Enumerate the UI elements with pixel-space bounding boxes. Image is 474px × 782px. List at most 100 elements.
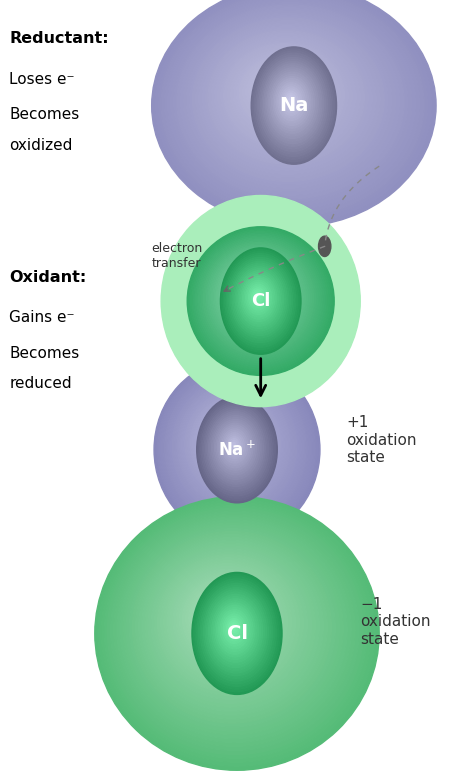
Ellipse shape — [243, 277, 275, 319]
Ellipse shape — [229, 260, 291, 340]
Ellipse shape — [231, 270, 279, 317]
Ellipse shape — [167, 0, 416, 210]
Ellipse shape — [208, 30, 365, 164]
Ellipse shape — [236, 274, 273, 311]
Ellipse shape — [237, 269, 282, 328]
Ellipse shape — [174, 381, 294, 511]
Ellipse shape — [158, 364, 315, 534]
Ellipse shape — [223, 431, 246, 461]
Ellipse shape — [183, 390, 283, 498]
Ellipse shape — [156, 361, 318, 537]
Ellipse shape — [178, 385, 290, 506]
Ellipse shape — [215, 603, 255, 657]
Ellipse shape — [242, 59, 320, 126]
Ellipse shape — [215, 253, 299, 339]
Ellipse shape — [161, 196, 360, 407]
Ellipse shape — [221, 260, 291, 331]
Ellipse shape — [247, 282, 270, 312]
Text: Becomes: Becomes — [9, 107, 80, 122]
Ellipse shape — [158, 0, 428, 220]
Ellipse shape — [265, 66, 320, 141]
Ellipse shape — [199, 238, 320, 361]
Ellipse shape — [221, 430, 234, 444]
Ellipse shape — [203, 404, 270, 493]
Ellipse shape — [250, 289, 254, 292]
Ellipse shape — [225, 253, 296, 347]
Ellipse shape — [216, 421, 255, 472]
Ellipse shape — [257, 56, 329, 154]
Ellipse shape — [180, 8, 400, 196]
Ellipse shape — [261, 74, 297, 105]
Ellipse shape — [224, 263, 287, 326]
Ellipse shape — [261, 59, 326, 149]
Ellipse shape — [195, 590, 252, 644]
Ellipse shape — [194, 402, 269, 482]
Ellipse shape — [217, 610, 224, 617]
Ellipse shape — [189, 16, 388, 185]
Ellipse shape — [208, 601, 236, 629]
Ellipse shape — [218, 256, 295, 335]
Ellipse shape — [232, 625, 236, 630]
Ellipse shape — [195, 235, 324, 364]
Ellipse shape — [230, 623, 237, 633]
Ellipse shape — [234, 273, 274, 314]
Ellipse shape — [241, 279, 266, 305]
Ellipse shape — [189, 396, 276, 490]
Ellipse shape — [198, 406, 264, 478]
Ellipse shape — [284, 91, 298, 110]
Ellipse shape — [264, 64, 322, 144]
Text: Becomes: Becomes — [9, 346, 80, 361]
Ellipse shape — [228, 266, 283, 322]
Ellipse shape — [220, 41, 348, 150]
Ellipse shape — [173, 2, 408, 203]
Ellipse shape — [206, 408, 267, 489]
Text: Cl: Cl — [227, 624, 247, 643]
Ellipse shape — [155, 0, 432, 224]
Ellipse shape — [283, 89, 300, 113]
Ellipse shape — [132, 532, 331, 723]
Ellipse shape — [189, 228, 332, 373]
Ellipse shape — [207, 246, 310, 350]
Ellipse shape — [264, 77, 293, 102]
Ellipse shape — [163, 369, 308, 526]
Ellipse shape — [242, 281, 264, 303]
Ellipse shape — [251, 47, 337, 164]
Ellipse shape — [216, 255, 297, 337]
Ellipse shape — [246, 62, 317, 122]
Text: Loses e⁻: Loses e⁻ — [9, 72, 75, 87]
Ellipse shape — [210, 597, 261, 665]
Ellipse shape — [154, 552, 303, 695]
Ellipse shape — [280, 85, 303, 118]
Ellipse shape — [117, 517, 351, 743]
Ellipse shape — [232, 443, 236, 447]
Ellipse shape — [268, 70, 316, 136]
Ellipse shape — [273, 77, 311, 128]
Ellipse shape — [253, 49, 335, 162]
Ellipse shape — [179, 575, 272, 664]
Ellipse shape — [213, 418, 258, 477]
Ellipse shape — [239, 278, 268, 307]
Ellipse shape — [219, 258, 293, 332]
Ellipse shape — [107, 508, 363, 755]
Ellipse shape — [210, 419, 248, 460]
Ellipse shape — [203, 588, 268, 676]
Ellipse shape — [215, 419, 256, 475]
Ellipse shape — [233, 52, 333, 136]
Text: −1
oxidation
state: −1 oxidation state — [360, 597, 431, 647]
Ellipse shape — [120, 520, 347, 739]
Ellipse shape — [204, 598, 240, 633]
Ellipse shape — [224, 44, 345, 147]
Ellipse shape — [252, 66, 309, 115]
Ellipse shape — [199, 581, 274, 683]
Ellipse shape — [239, 56, 325, 129]
Ellipse shape — [252, 288, 264, 305]
Ellipse shape — [207, 410, 265, 486]
Ellipse shape — [227, 46, 340, 143]
Ellipse shape — [173, 569, 280, 672]
Text: Reductant:: Reductant: — [9, 31, 109, 46]
Ellipse shape — [192, 231, 328, 369]
Text: Oxidant:: Oxidant: — [9, 270, 87, 285]
Ellipse shape — [187, 227, 334, 375]
Ellipse shape — [218, 423, 253, 470]
Ellipse shape — [205, 28, 368, 167]
